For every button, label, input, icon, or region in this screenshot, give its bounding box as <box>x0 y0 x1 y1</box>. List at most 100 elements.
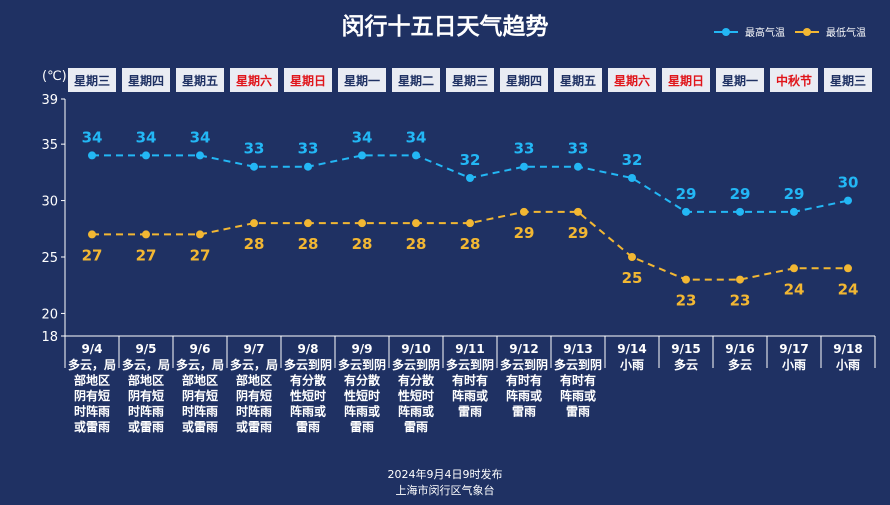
low-temp-label: 27 <box>190 246 211 264</box>
high-temp-label: 32 <box>622 151 643 169</box>
publish-time: 2024年9月4日9时发布 <box>388 467 503 481</box>
date-label: 9/4 <box>81 342 102 356</box>
weekday-box <box>716 68 764 92</box>
weather-text: 雷雨 <box>566 405 590 419</box>
y-tick-label: 20 <box>41 307 58 322</box>
high-temp-point <box>844 196 852 205</box>
weather-text: 多云到阴 <box>446 357 494 372</box>
weekday-label: 星期六 <box>614 73 650 88</box>
high-temp-point <box>520 162 528 171</box>
weather-text: 部地区 <box>236 373 272 388</box>
weather-text: 性短时 <box>343 388 380 403</box>
weather-text: 多云，局 <box>230 357 278 372</box>
low-temp-point <box>466 219 474 228</box>
y-axis-unit: (℃) <box>42 69 67 84</box>
publisher: 上海市闵行区气象台 <box>396 483 495 497</box>
date-label: 9/13 <box>563 342 592 356</box>
weather-text: 有分散 <box>290 373 327 388</box>
y-tick-label: 18 <box>41 330 58 345</box>
weekday-box <box>392 68 440 92</box>
low-temp-label: 28 <box>298 235 319 253</box>
data-labels: 34 34 34 33 33 34 34 32 33 33 32 29 29 29 30 27 27 27 28 28… <box>82 128 859 309</box>
high-temp-point <box>304 162 312 171</box>
legend-high-label: 最高气温 <box>745 26 785 39</box>
weekday-label: 星期二 <box>398 73 434 88</box>
weekday-label: 星期五 <box>182 73 218 88</box>
weather-text: 小雨 <box>836 357 860 372</box>
low-temp-label: 28 <box>406 235 427 253</box>
weekday-label: 星期四 <box>128 73 164 88</box>
weather-text: 性短时 <box>289 388 326 403</box>
date-label: 9/18 <box>833 342 862 356</box>
high-temp-label: 29 <box>730 185 751 203</box>
legend-low-label: 最低气温 <box>826 26 866 39</box>
weather-text: 多云，局 <box>176 357 224 372</box>
weather-text: 阴有短 <box>128 388 164 403</box>
weekday-box <box>770 68 818 92</box>
date-label: 9/6 <box>189 342 210 356</box>
high-temp-label: 34 <box>352 128 373 146</box>
low-temp-point <box>142 230 150 239</box>
high-temp-point <box>682 207 690 216</box>
legend-low-marker <box>803 28 811 36</box>
weekday-label: 星期六 <box>236 73 272 88</box>
high-temp-point <box>628 174 636 182</box>
weather-text: 雷雨 <box>404 420 428 434</box>
high-temp-label: 29 <box>784 185 805 203</box>
weather-text: 阴有短 <box>182 388 218 403</box>
high-temp-point <box>196 151 204 160</box>
weather-text: 阵雨或 <box>506 388 542 403</box>
weather-text: 时阵雨 <box>74 404 110 419</box>
low-temp-label: 24 <box>838 280 859 298</box>
high-temp-point <box>142 151 150 160</box>
weekday-label: 星期三 <box>830 73 866 88</box>
legend: 最高气温 最低气温 <box>714 26 866 39</box>
date-weather-table: 9/4多云，局部地区阴有短时阵雨或雷雨9/5多云，局部地区阴有短时阵雨或雷雨9/… <box>64 336 876 434</box>
low-temp-point <box>844 264 852 273</box>
low-temp-label: 29 <box>514 224 535 242</box>
high-temp-label: 33 <box>298 140 319 158</box>
weekday-box <box>176 68 224 92</box>
high-temp-point <box>358 151 366 160</box>
weather-text: 多云，局 <box>122 357 170 372</box>
low-temp-point <box>88 230 96 239</box>
low-temp-point <box>736 275 744 284</box>
low-temp-label: 23 <box>730 292 751 310</box>
high-temp-point <box>250 162 258 171</box>
low-temp-label: 25 <box>622 269 643 287</box>
y-tick-label: 30 <box>41 195 58 210</box>
weekday-label: 星期四 <box>506 73 542 88</box>
date-label: 9/9 <box>351 342 372 356</box>
low-temp-line <box>92 210 848 281</box>
y-tick-label: 25 <box>41 251 58 266</box>
low-temp-point <box>628 253 636 261</box>
low-temp-point <box>196 230 204 239</box>
low-temp-label: 28 <box>352 235 373 253</box>
low-temp-point <box>574 207 582 216</box>
weekday-label: 星期一 <box>722 73 758 88</box>
weather-text: 时阵雨 <box>236 404 272 419</box>
high-temp-label: 30 <box>838 174 859 192</box>
weekday-label: 星期日 <box>668 73 704 88</box>
date-label: 9/16 <box>725 342 754 356</box>
low-temp-point <box>250 219 258 228</box>
low-temp-point <box>790 264 798 273</box>
chart-title: 闵行十五日天气趋势 <box>342 13 549 40</box>
weekday-box <box>608 68 656 92</box>
date-label: 9/10 <box>401 342 430 356</box>
weather-text: 时阵雨 <box>182 404 218 419</box>
axes <box>64 99 875 337</box>
weekday-box <box>122 68 170 92</box>
low-temp-label: 24 <box>784 280 805 298</box>
weather-text: 多云到阴 <box>554 357 602 372</box>
weather-text: 雷雨 <box>350 420 374 434</box>
low-temp-point <box>412 219 420 228</box>
weather-text: 部地区 <box>128 373 164 388</box>
date-label: 9/7 <box>243 342 264 356</box>
date-label: 9/17 <box>779 342 808 356</box>
weekday-box <box>500 68 548 92</box>
weather-text: 有时有 <box>560 373 596 388</box>
weather-text: 有时有 <box>452 373 488 388</box>
high-temp-point <box>736 207 744 216</box>
weekday-box <box>824 68 872 92</box>
